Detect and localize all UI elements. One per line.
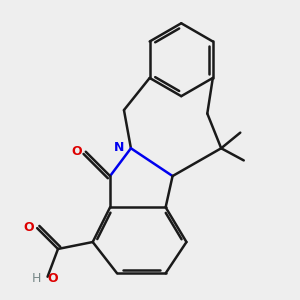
Text: N: N (114, 141, 124, 154)
Text: O: O (23, 220, 34, 234)
Text: O: O (71, 145, 82, 158)
Text: H: H (32, 272, 41, 285)
Text: O: O (47, 272, 58, 285)
